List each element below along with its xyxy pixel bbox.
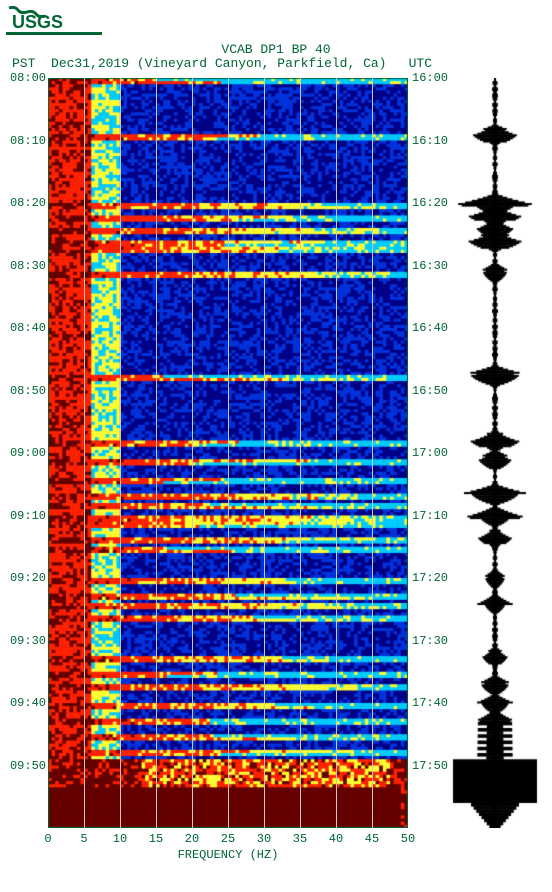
gridline <box>372 78 373 828</box>
y-tick-right: 17:00 <box>412 446 448 460</box>
seismogram-strip <box>450 78 540 828</box>
gridline <box>300 78 301 828</box>
gridline <box>264 78 265 828</box>
gridline <box>120 78 121 828</box>
y-tick-left: 09:30 <box>4 634 46 648</box>
y-tick-left: 09:50 <box>4 759 46 773</box>
y-tick-left: 08:00 <box>4 71 46 85</box>
x-axis-label: FREQUENCY (HZ) <box>48 848 408 862</box>
y-tick-right: 17:10 <box>412 509 448 523</box>
y-tick-left: 09:00 <box>4 446 46 460</box>
date: Dec31,2019 <box>51 56 129 71</box>
y-tick-left: 09:20 <box>4 571 46 585</box>
y-tick-right: 16:40 <box>412 321 448 335</box>
chart-title: VCAB DP1 BP 40 <box>0 42 552 57</box>
location: (Vineyard Canyon, Parkfield, Ca) <box>137 56 387 71</box>
y-tick-right: 16:00 <box>412 71 448 85</box>
x-tick: 35 <box>293 832 307 846</box>
x-tick: 25 <box>221 832 235 846</box>
gridline <box>336 78 337 828</box>
y-tick-left: 08:40 <box>4 321 46 335</box>
x-tick: 10 <box>113 832 127 846</box>
y-tick-left: 08:50 <box>4 384 46 398</box>
y-tick-right: 17:50 <box>412 759 448 773</box>
usgs-logo: USGS <box>6 4 104 41</box>
x-tick: 30 <box>257 832 271 846</box>
y-tick-left: 09:10 <box>4 509 46 523</box>
y-tick-left: 08:20 <box>4 196 46 210</box>
x-tick: 40 <box>329 832 343 846</box>
y-tick-right: 16:50 <box>412 384 448 398</box>
y-tick-left: 08:30 <box>4 259 46 273</box>
y-tick-right: 17:20 <box>412 571 448 585</box>
y-tick-left: 08:10 <box>4 134 46 148</box>
x-tick: 0 <box>44 832 51 846</box>
x-tick: 15 <box>149 832 163 846</box>
gridline <box>192 78 193 828</box>
y-tick-left: 09:40 <box>4 696 46 710</box>
y-tick-right: 17:30 <box>412 634 448 648</box>
tz-right: UTC <box>409 56 432 71</box>
svg-text:USGS: USGS <box>12 12 63 32</box>
x-tick: 45 <box>365 832 379 846</box>
y-tick-right: 16:10 <box>412 134 448 148</box>
x-tick: 50 <box>401 832 415 846</box>
x-tick: 5 <box>80 832 87 846</box>
chart-subtitle: PST Dec31,2019 (Vineyard Canyon, Parkfie… <box>12 56 386 71</box>
y-tick-right: 16:30 <box>412 259 448 273</box>
y-tick-right: 16:20 <box>412 196 448 210</box>
x-tick: 20 <box>185 832 199 846</box>
gridline <box>228 78 229 828</box>
gridline <box>84 78 85 828</box>
y-tick-right: 17:40 <box>412 696 448 710</box>
gridline <box>156 78 157 828</box>
tz-left: PST <box>12 56 35 71</box>
